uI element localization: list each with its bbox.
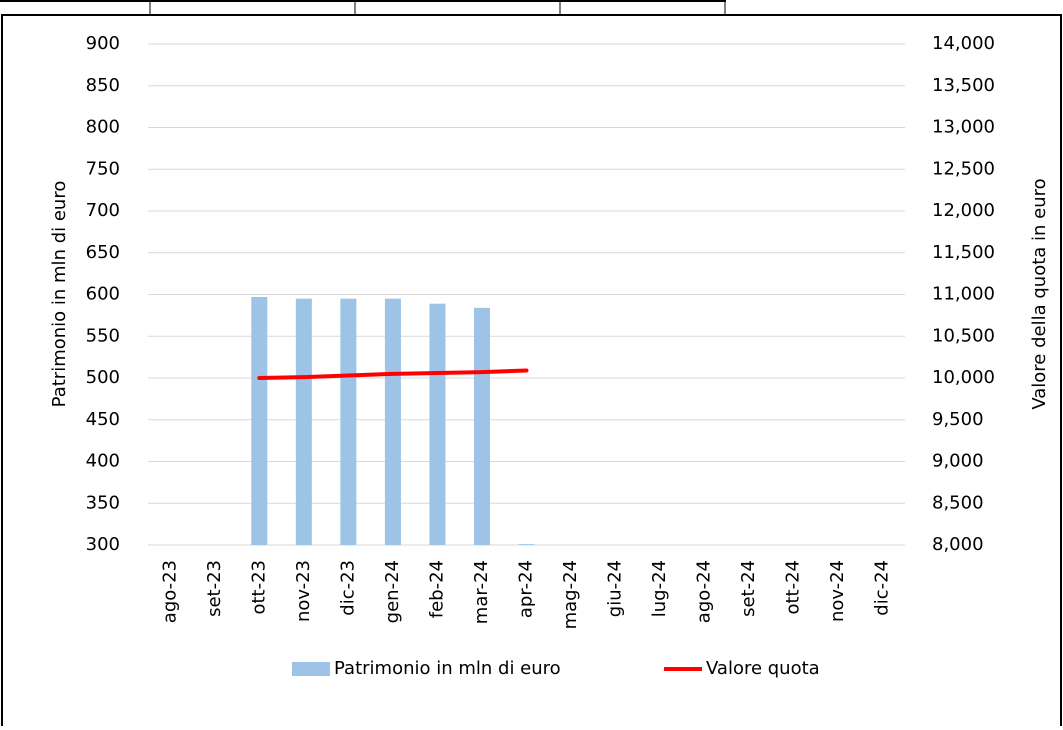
x-tick-label: mar-24 <box>471 560 492 624</box>
y2-tick-label: 12,500 <box>932 158 995 179</box>
legend-swatch <box>292 662 330 676</box>
x-tick-label: nov-23 <box>293 560 314 622</box>
x-tick-label: gen-24 <box>382 560 403 623</box>
legend-label: Valore quota <box>706 658 820 679</box>
y2-tick-label: 13,000 <box>932 117 995 138</box>
y-tick-label: 900 <box>86 33 120 54</box>
x-tick-label: dic-23 <box>337 560 358 616</box>
legend-label: Patrimonio in mln di euro <box>334 658 561 679</box>
y2-tick-label: 13,500 <box>932 75 995 96</box>
y2-tick-label: 11,500 <box>932 242 995 263</box>
y2-tick-label: 10,500 <box>932 325 995 346</box>
y-tick-label: 800 <box>86 117 120 138</box>
bar <box>429 303 446 545</box>
y2-axis-title: Valore della quota in euro <box>1029 178 1050 409</box>
y-tick-label: 600 <box>86 284 120 305</box>
y-tick-label: 750 <box>86 158 120 179</box>
x-tick-label: apr-24 <box>516 560 537 618</box>
x-tick-label: ott-24 <box>783 560 804 615</box>
y2-tick-label: 9,000 <box>932 451 984 472</box>
y2-tick-label: 9,500 <box>932 409 984 430</box>
y-tick-label: 300 <box>86 534 120 555</box>
bar <box>518 544 535 545</box>
y-tick-label: 350 <box>86 492 120 513</box>
y-tick-label: 650 <box>86 242 120 263</box>
bar <box>473 307 490 545</box>
x-tick-label: ago-23 <box>159 560 180 623</box>
x-tick-label: feb-24 <box>426 560 447 618</box>
y-tick-label: 400 <box>86 451 120 472</box>
x-tick-label: ago-24 <box>694 560 715 623</box>
y-tick-label: 550 <box>86 325 120 346</box>
x-tick-label: giu-24 <box>605 560 626 617</box>
x-tick-label: ott-23 <box>248 560 269 615</box>
x-tick-label: set-24 <box>738 560 759 617</box>
y-tick-label: 500 <box>86 367 120 388</box>
x-tick-label: mag-24 <box>560 560 581 629</box>
y2-tick-label: 10,000 <box>932 367 995 388</box>
y-tick-label: 850 <box>86 75 120 96</box>
x-tick-label: lug-24 <box>649 560 670 617</box>
y2-tick-label: 12,000 <box>932 200 995 221</box>
bar <box>340 298 357 545</box>
y2-tick-label: 8,500 <box>932 492 984 513</box>
y-tick-label: 450 <box>86 409 120 430</box>
y-tick-label: 700 <box>86 200 120 221</box>
x-tick-label: nov-24 <box>827 560 848 622</box>
y-axis-title: Patrimonio in mln di euro <box>49 181 70 408</box>
bar <box>295 298 312 545</box>
bar <box>384 298 401 545</box>
chart-border <box>1 14 1062 730</box>
bar <box>251 297 268 545</box>
y2-tick-label: 14,000 <box>932 33 995 54</box>
x-tick-label: set-23 <box>204 560 225 617</box>
y2-tick-label: 8,000 <box>932 534 984 555</box>
line <box>257 368 529 380</box>
x-tick-label: dic-24 <box>872 560 893 616</box>
y2-tick-label: 11,000 <box>932 284 995 305</box>
